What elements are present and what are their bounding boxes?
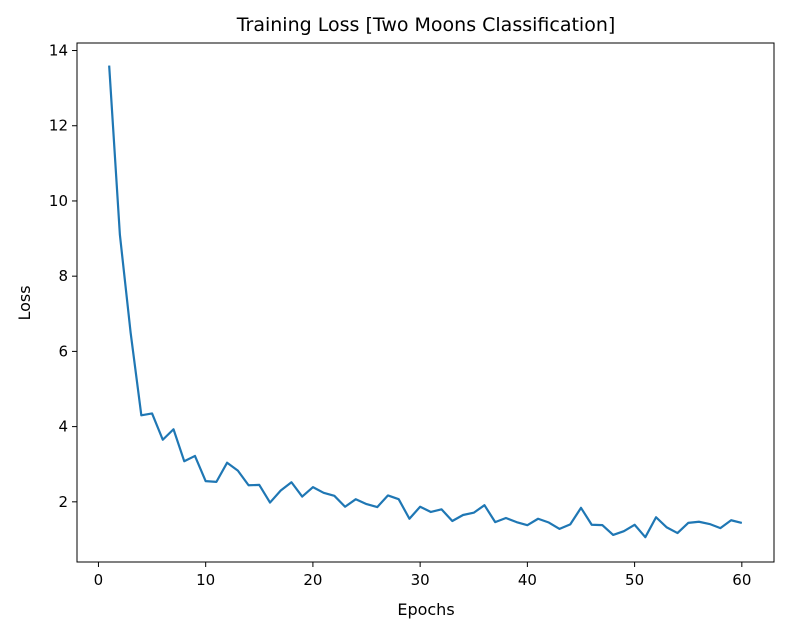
y-axis: 2 4 6 8 10 12 14 — [49, 42, 77, 511]
x-tick-label: 10 — [196, 571, 215, 589]
loss-series-line — [108, 65, 743, 539]
y-tick-label: 4 — [58, 418, 68, 436]
x-tick-label: 60 — [732, 571, 751, 589]
chart-title: Training Loss [Two Moons Classification] — [236, 14, 616, 36]
x-tick-label: 0 — [94, 571, 104, 589]
x-axis-label: Epochs — [397, 600, 454, 619]
plot-frame — [76, 42, 775, 563]
y-tick-label: 2 — [58, 493, 68, 511]
y-tick-label: 12 — [49, 117, 68, 135]
x-tick-label: 50 — [625, 571, 644, 589]
y-tick-label: 8 — [58, 267, 68, 285]
series-layer — [108, 65, 743, 539]
x-tick-label: 30 — [411, 571, 430, 589]
x-axis: 0 10 20 30 40 50 60 — [94, 562, 751, 589]
y-tick-label: 10 — [49, 192, 68, 210]
x-tick-label: 20 — [303, 571, 322, 589]
y-tick-label: 14 — [49, 42, 68, 60]
y-tick-label: 6 — [58, 342, 68, 360]
x-tick-label: 40 — [518, 571, 537, 589]
y-axis-label: Loss — [15, 285, 34, 320]
